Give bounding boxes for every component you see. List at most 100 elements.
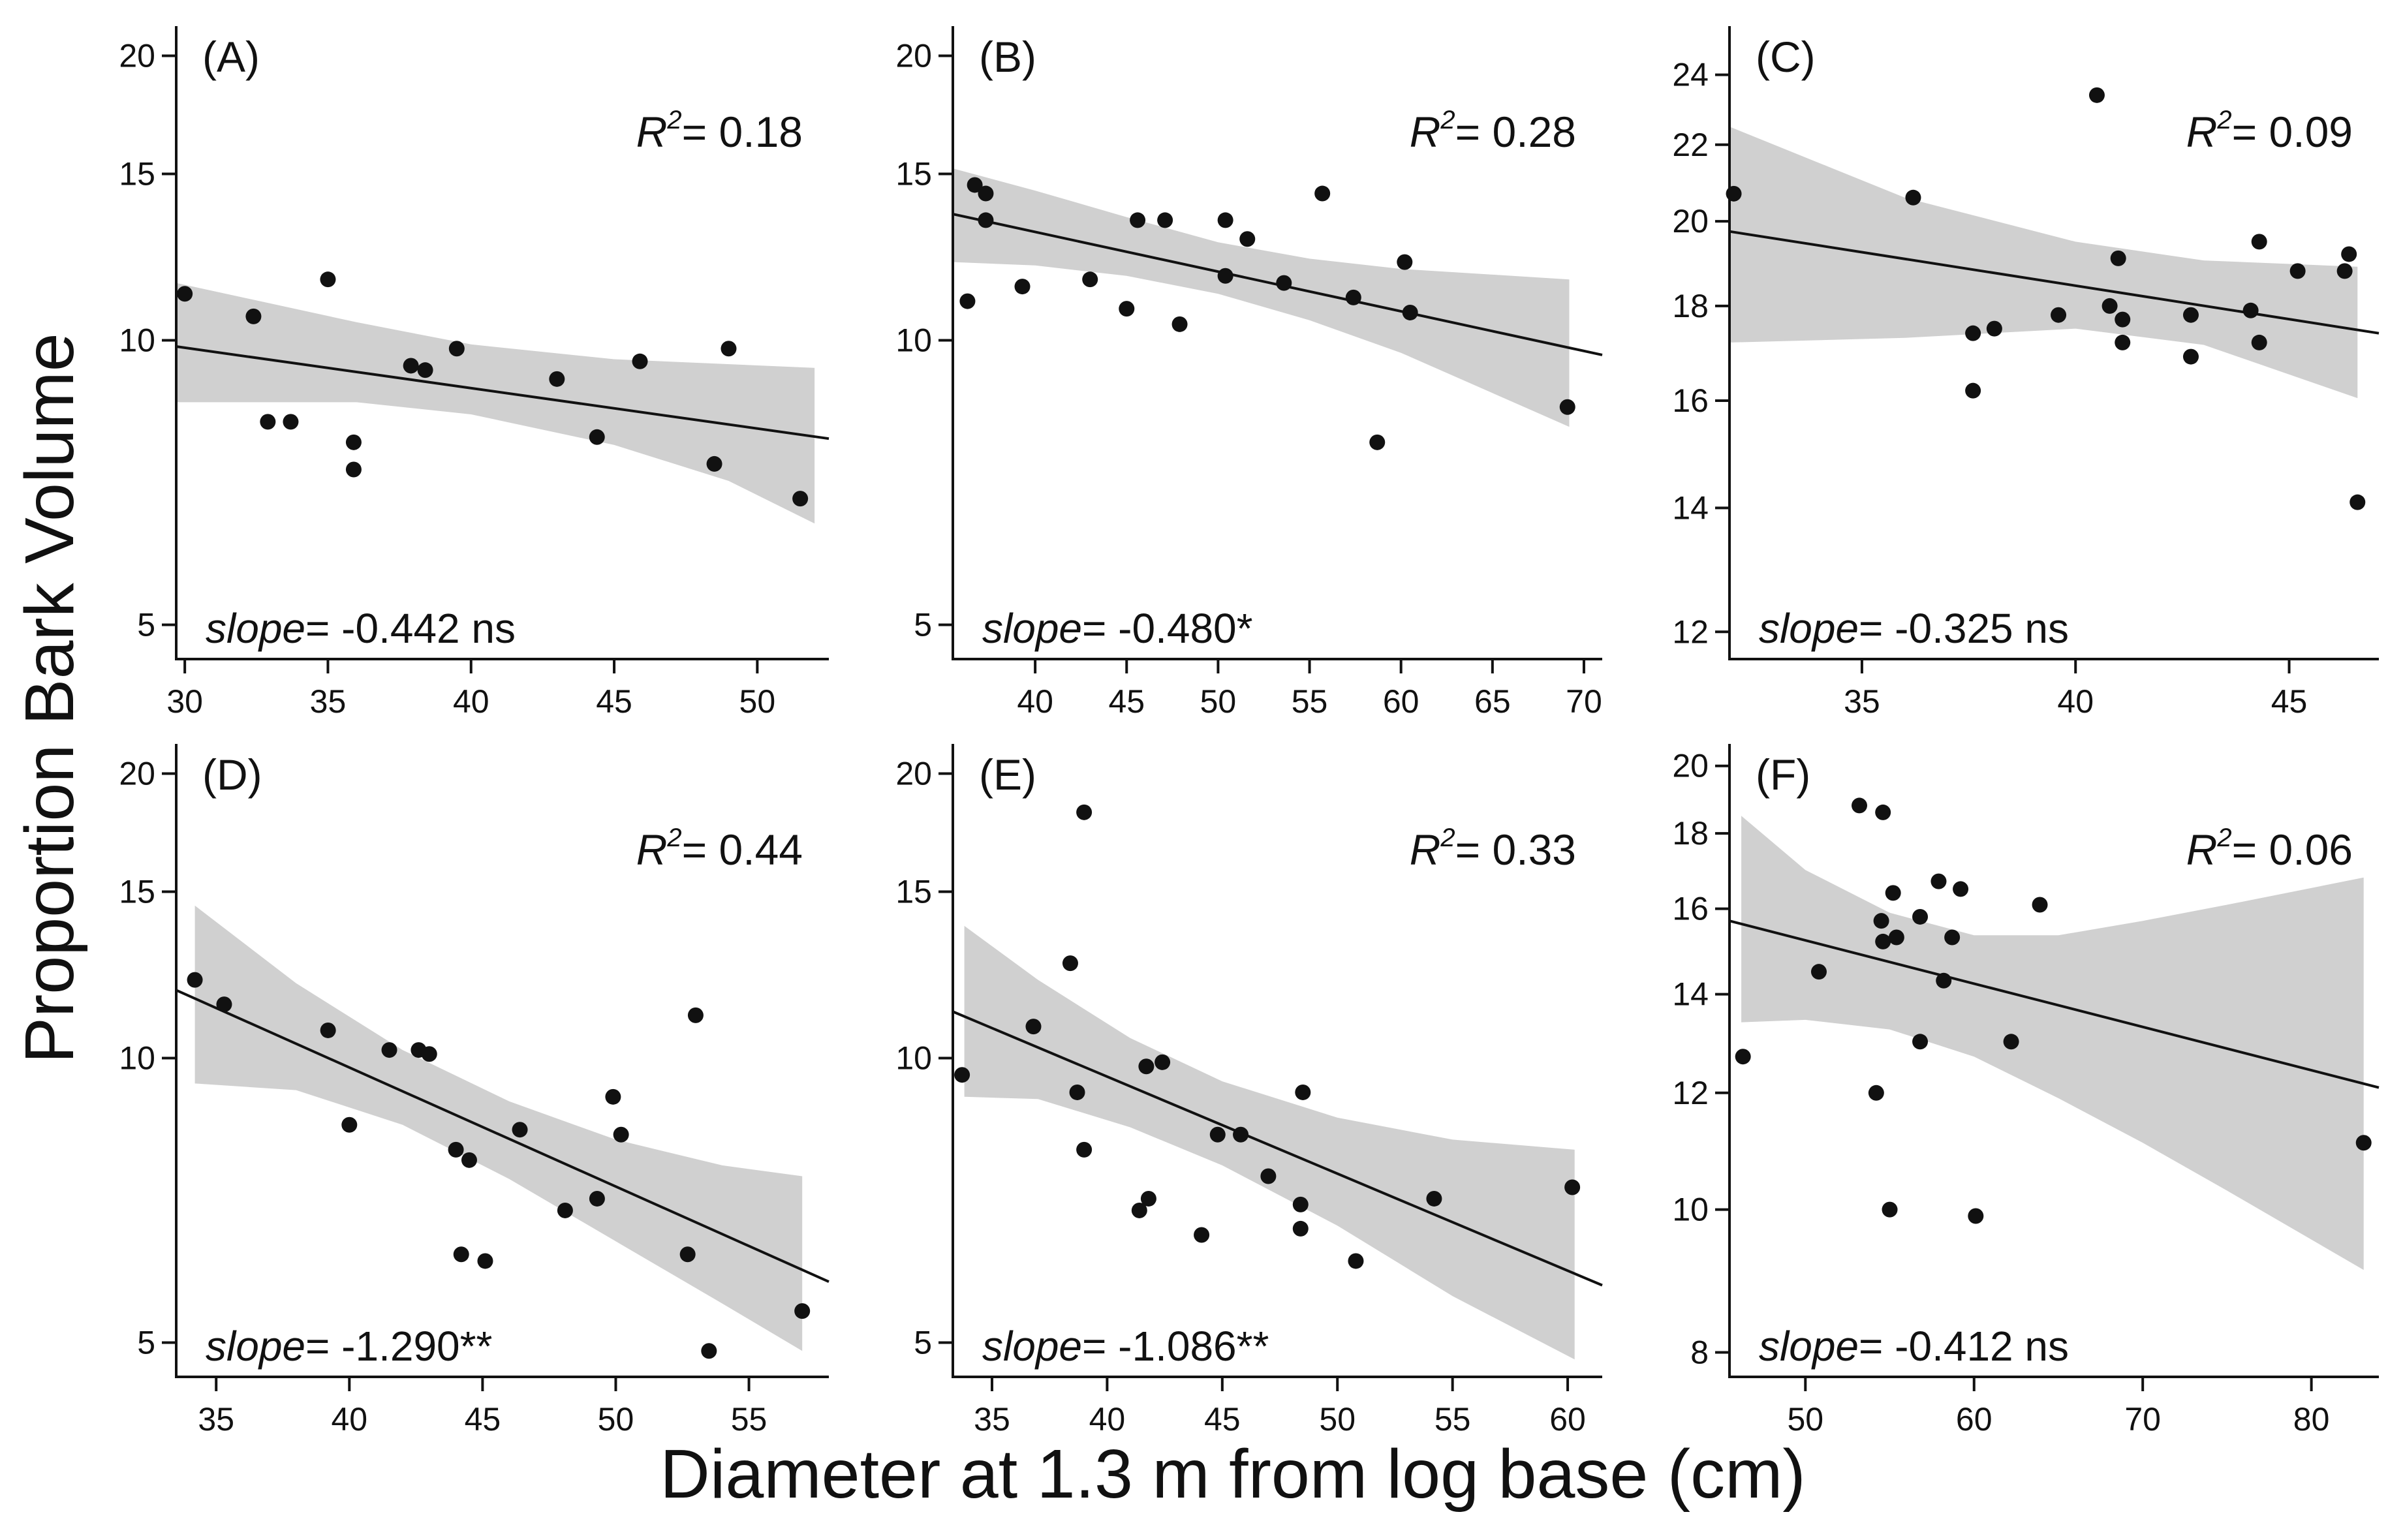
data-point bbox=[792, 491, 809, 507]
data-point bbox=[1076, 1141, 1093, 1158]
data-point bbox=[1936, 972, 1952, 989]
slope-label: slope= -0.442 ns bbox=[206, 605, 516, 652]
data-point bbox=[589, 429, 605, 445]
data-point bbox=[2341, 246, 2357, 262]
data-point bbox=[1076, 804, 1093, 820]
y-tick-label: 10 bbox=[119, 1040, 155, 1077]
data-point bbox=[1559, 399, 1575, 415]
data-point bbox=[177, 286, 193, 302]
y-tick-label: 20 bbox=[119, 37, 155, 74]
data-point bbox=[2115, 334, 2131, 350]
r-squared-label: R2= 0.44 bbox=[636, 824, 803, 874]
y-tick-label: 5 bbox=[914, 1325, 932, 1361]
x-axis-title: Diameter at 1.3 m from log base (cm) bbox=[660, 1436, 1805, 1513]
data-point bbox=[2355, 1135, 2372, 1151]
data-point bbox=[187, 972, 203, 988]
fit-line bbox=[1729, 230, 2380, 335]
y-tick-label: 5 bbox=[914, 607, 932, 643]
data-point bbox=[978, 212, 994, 228]
slope-label: slope= -0.412 ns bbox=[1759, 1323, 2069, 1370]
data-point bbox=[1119, 301, 1135, 317]
data-point bbox=[2101, 298, 2118, 314]
y-tick-label: 12 bbox=[1672, 613, 1709, 650]
panel-a: 5 10 15 20 30 35 40 45 50 (A) R2= 0.18 slope= -0.44… bbox=[119, 26, 830, 720]
y-tick-label: 10 bbox=[119, 322, 155, 359]
data-point bbox=[1882, 1201, 1898, 1218]
x-tick-label: 35 bbox=[310, 683, 347, 720]
panel-label: (E) bbox=[979, 750, 1036, 799]
data-point bbox=[1140, 1190, 1156, 1207]
data-point bbox=[1157, 212, 1173, 228]
panel-label: (F) bbox=[1756, 750, 1810, 799]
data-point bbox=[954, 1067, 970, 1083]
y-tick-label: 5 bbox=[137, 607, 155, 643]
data-point bbox=[403, 358, 419, 374]
data-point bbox=[1062, 955, 1078, 972]
data-point bbox=[557, 1202, 573, 1218]
data-point bbox=[1426, 1190, 1442, 1207]
x-tick-label: 55 bbox=[1292, 683, 1328, 720]
data-point bbox=[1852, 797, 1867, 814]
y-tick-label: 18 bbox=[1672, 288, 1709, 324]
y-tick-label: 15 bbox=[119, 155, 155, 192]
data-point bbox=[1965, 382, 1981, 399]
y-tick-label: 20 bbox=[895, 37, 932, 74]
data-point bbox=[549, 371, 565, 387]
x-tick-label: 60 bbox=[1956, 1401, 1993, 1438]
data-point bbox=[959, 293, 976, 309]
data-point bbox=[2251, 234, 2267, 250]
data-point bbox=[461, 1152, 477, 1168]
data-point bbox=[1345, 289, 1361, 305]
data-point bbox=[2182, 348, 2199, 365]
x-tick-label: 55 bbox=[1434, 1401, 1471, 1438]
x-tick-label: 50 bbox=[1319, 1401, 1356, 1438]
data-point bbox=[1369, 434, 1386, 450]
slope-label: slope= -0.325 ns bbox=[1759, 605, 2069, 652]
data-point bbox=[1239, 231, 1256, 247]
confidence-band bbox=[194, 905, 803, 1351]
data-point bbox=[605, 1088, 621, 1105]
data-point bbox=[2115, 311, 2131, 328]
confidence-band bbox=[1741, 816, 2364, 1270]
data-point bbox=[1564, 1179, 1581, 1195]
data-point bbox=[2032, 897, 2048, 913]
data-point bbox=[1873, 913, 1889, 929]
data-point bbox=[2182, 307, 2199, 323]
y-tick-label: 20 bbox=[1672, 748, 1709, 784]
y-tick-label: 8 bbox=[1690, 1334, 1709, 1371]
y-axis-title: Proportion Bark Volume bbox=[11, 333, 88, 1063]
data-point bbox=[1138, 1058, 1155, 1075]
data-point bbox=[345, 434, 362, 450]
x-tick-label: 70 bbox=[2124, 1401, 2161, 1438]
y-tick-label: 15 bbox=[119, 873, 155, 910]
data-point bbox=[1155, 1054, 1171, 1070]
y-tick-label: 20 bbox=[895, 755, 932, 792]
x-tick-label: 60 bbox=[1383, 683, 1419, 720]
confidence-band bbox=[964, 925, 1575, 1360]
y-tick-label: 5 bbox=[137, 1325, 155, 1361]
panel-label: (D) bbox=[202, 750, 262, 799]
r-squared-label: R2= 0.33 bbox=[1410, 824, 1576, 874]
data-point bbox=[1888, 929, 1904, 946]
data-point bbox=[448, 1141, 464, 1158]
slope-label: slope= -1.086** bbox=[982, 1323, 1269, 1370]
x-tick-label: 60 bbox=[1549, 1401, 1586, 1438]
r-squared-label: R2= 0.09 bbox=[2186, 106, 2353, 156]
data-point bbox=[2088, 87, 2105, 103]
data-point bbox=[448, 341, 465, 357]
data-point bbox=[2242, 302, 2259, 318]
data-point bbox=[706, 455, 722, 472]
data-point bbox=[341, 1116, 358, 1133]
data-point bbox=[1130, 212, 1146, 228]
data-point bbox=[1217, 268, 1233, 284]
y-tick-label: 20 bbox=[1672, 203, 1709, 239]
r-squared-label: R2= 0.06 bbox=[2186, 824, 2353, 874]
data-point bbox=[794, 1303, 811, 1319]
fit-line bbox=[952, 1010, 1603, 1287]
data-point bbox=[1965, 325, 1981, 341]
data-point bbox=[320, 271, 336, 288]
x-tick-label: 80 bbox=[2293, 1401, 2330, 1438]
data-point bbox=[2003, 1034, 2019, 1050]
data-point bbox=[1194, 1227, 1210, 1243]
